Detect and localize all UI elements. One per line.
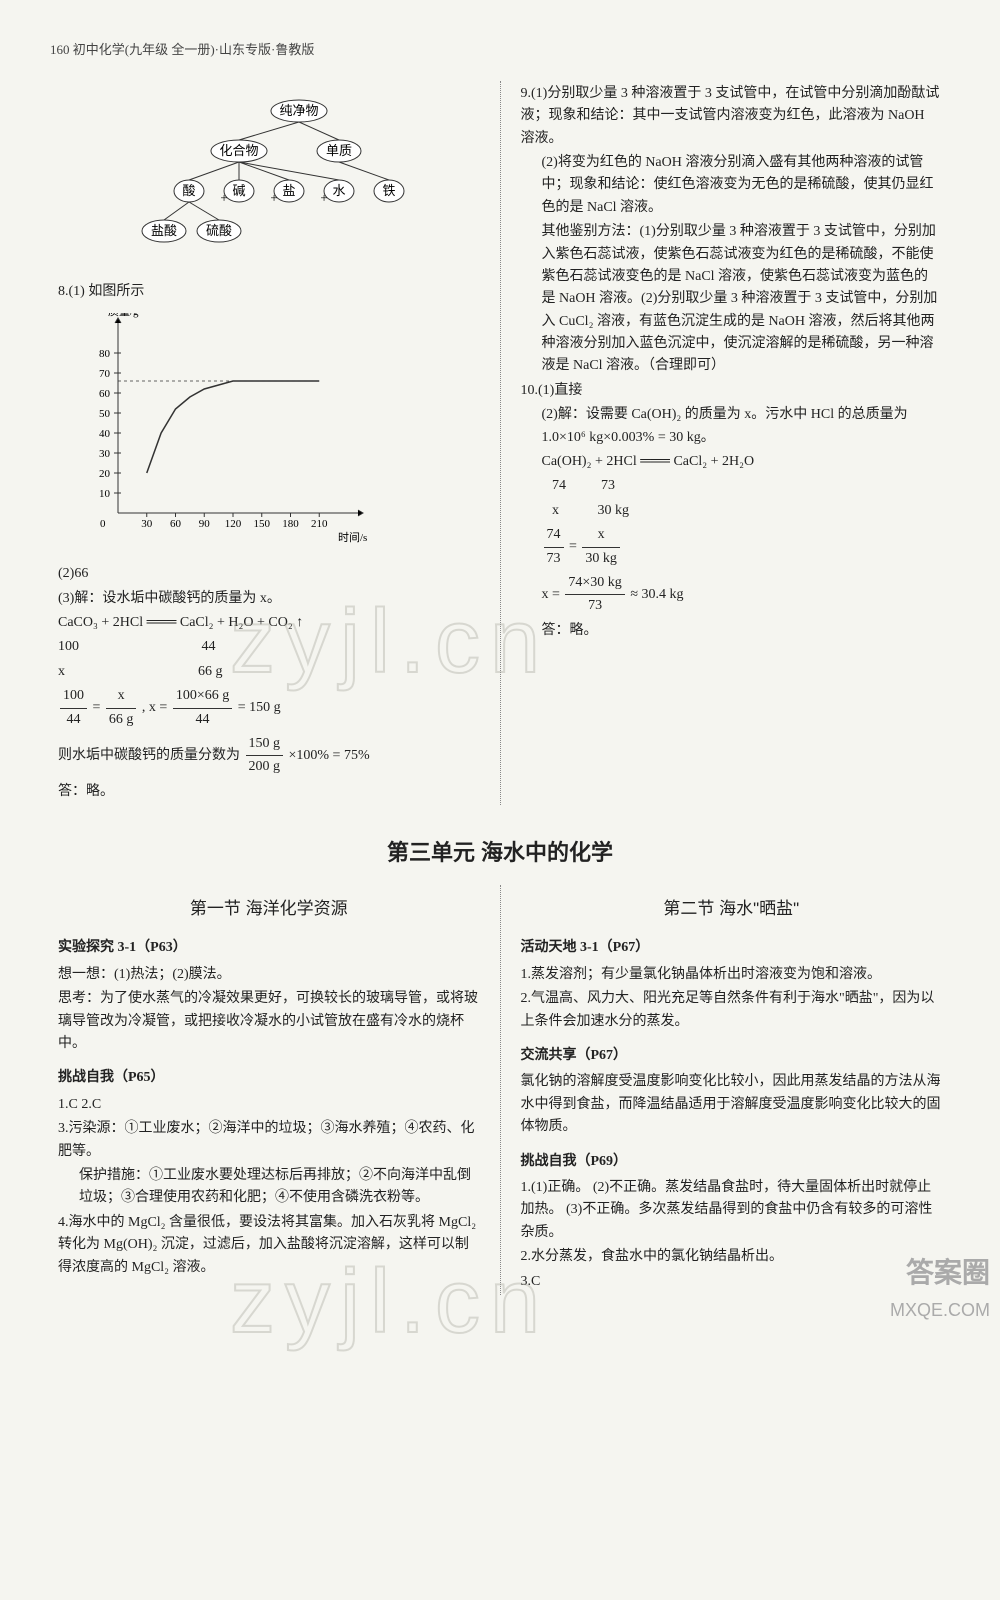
q8-fracline: 10044 = x66 g , x = 100×66 g44 = 150 g bbox=[58, 685, 480, 731]
svg-text:10: 10 bbox=[99, 488, 111, 500]
q8-answer: 答：略。 bbox=[58, 781, 480, 803]
top-right-col: 9.(1)分别取少量 3 种溶液置于 3 支试管中，在试管中分别滴加酚酞试液；现… bbox=[513, 81, 951, 805]
sec2-h2: 交流共享（P67） bbox=[521, 1045, 943, 1067]
x-label: x = bbox=[542, 587, 564, 602]
frac-x-30: x30 kg bbox=[582, 524, 620, 570]
sec2-p5: 2.水分蒸发，食盐水中的氯化钠结晶析出。 bbox=[521, 1246, 943, 1268]
frac-res: 100×66 g44 bbox=[173, 685, 232, 731]
column-divider-bottom bbox=[500, 885, 501, 1295]
q10-frac2: x = 74×30 kg73 ≈ 30.4 kg bbox=[521, 572, 943, 618]
frac-x-66: x66 g bbox=[106, 685, 137, 731]
svg-text:纯净物: 纯净物 bbox=[279, 103, 318, 118]
percent-pre: 则水垢中碳酸钙的质量分数为 bbox=[58, 748, 240, 763]
svg-text:硫酸: 硫酸 bbox=[206, 223, 232, 238]
q8-row1: 100 44 bbox=[58, 636, 480, 658]
section-1-title: 第一节 海洋化学资源 bbox=[58, 895, 480, 922]
q10-r1: 74 73 bbox=[521, 475, 943, 497]
comma-x: , x = bbox=[142, 700, 171, 715]
svg-text:150: 150 bbox=[254, 518, 271, 530]
svg-text:30: 30 bbox=[141, 518, 153, 530]
q8-percent: 则水垢中碳酸钙的质量分数为 150 g200 g ×100% = 75% bbox=[58, 733, 480, 779]
sec1-h1: 实验探究 3-1（P63） bbox=[58, 937, 480, 959]
svg-text:60: 60 bbox=[99, 388, 111, 400]
unit-title: 第三单元 海水中的化学 bbox=[50, 835, 950, 870]
svg-text:碱: 碱 bbox=[232, 183, 245, 198]
bottom-right-col: 第二节 海水"晒盐" 活动天地 3-1（P67） 1.蒸发溶剂；有少量氯化钠晶体… bbox=[513, 885, 951, 1295]
sec1-p6: 4.海水中的 MgCl₂ 含量很低，要设法将其富集。加入石灰乳将 MgCl₂ 转… bbox=[58, 1212, 480, 1279]
sec2-p3: 氯化钠的溶解度受温度影响变化比较小，因此用蒸发结晶的方法从海水中得到食盐，而降温… bbox=[521, 1071, 943, 1138]
svg-text:180: 180 bbox=[282, 518, 299, 530]
svg-text:盐酸: 盐酸 bbox=[151, 223, 177, 238]
svg-text:质量/g: 质量/g bbox=[108, 313, 139, 318]
sec2-p6: 3.C bbox=[521, 1271, 943, 1293]
eq-sign-r: = bbox=[569, 539, 580, 554]
svg-text:120: 120 bbox=[225, 518, 242, 530]
res-30-4: ≈ 30.4 kg bbox=[630, 587, 683, 602]
logo-line1: 答案圈 bbox=[890, 1251, 990, 1296]
svg-text:210: 210 bbox=[311, 518, 328, 530]
q10-1: 10.(1)直接 bbox=[521, 380, 943, 402]
frac-74-73: 7473 bbox=[544, 524, 564, 570]
svg-text:20: 20 bbox=[99, 468, 111, 480]
sec1-p5: 保护措施：①工业废水要处理达标后再排放；②不向海洋中乱倒垃圾；③合理使用农药和化… bbox=[58, 1165, 480, 1210]
svg-text:水: 水 bbox=[332, 183, 345, 198]
svg-text:90: 90 bbox=[199, 518, 211, 530]
frac-74x30-73: 74×30 kg73 bbox=[565, 572, 624, 618]
q10-2: (2)解：设需要 Ca(OH)₂ 的质量为 x。污水中 HCl 的总质量为 1.… bbox=[521, 404, 943, 449]
q10-answer: 答：略。 bbox=[521, 620, 943, 642]
sec2-h3: 挑战自我（P69） bbox=[521, 1151, 943, 1173]
eq-sign: = bbox=[93, 700, 104, 715]
column-divider-top bbox=[500, 81, 501, 805]
sec2-p4: 1.(1)正确。 (2)不正确。蒸发结晶食盐时，待大量固体析出时就停止加热。 (… bbox=[521, 1177, 943, 1244]
sec1-p3: 1.C 2.C bbox=[58, 1094, 480, 1116]
svg-text:30: 30 bbox=[99, 448, 111, 460]
svg-text:50: 50 bbox=[99, 408, 111, 420]
q9-3: 其他鉴别方法：(1)分别取少量 3 种溶液置于 3 支试管中，分别加入紫色石蕊试… bbox=[521, 221, 943, 378]
svg-text:化合物: 化合物 bbox=[219, 143, 258, 158]
svg-text:酸: 酸 bbox=[182, 183, 195, 198]
sec1-h2: 挑战自我（P65） bbox=[58, 1067, 480, 1089]
svg-text:70: 70 bbox=[99, 368, 111, 380]
bottom-left-col: 第一节 海洋化学资源 实验探究 3-1（P63） 想一想：(1)热法；(2)膜法… bbox=[50, 885, 488, 1295]
q10-r2: x 30 kg bbox=[521, 500, 943, 522]
percent-post: ×100% = 75% bbox=[289, 748, 370, 763]
sec2-h1: 活动天地 3-1（P67） bbox=[521, 937, 943, 959]
top-left-col: +++纯净物化合物单质酸碱盐水铁盐酸硫酸 8.(1) 如图所示 30609012… bbox=[50, 81, 488, 805]
logo-line2: MXQE.COM bbox=[890, 1296, 990, 1325]
svg-text:0: 0 bbox=[100, 518, 106, 530]
q8-2: (2)66 bbox=[58, 563, 480, 585]
svg-text:盐: 盐 bbox=[282, 183, 295, 198]
sec1-p1: 想一想：(1)热法；(2)膜法。 bbox=[58, 964, 480, 986]
svg-text:时间/s: 时间/s bbox=[338, 531, 367, 543]
q8-3-intro: (3)解：设水垢中碳酸钙的质量为 x。 bbox=[58, 588, 480, 610]
svg-text:40: 40 bbox=[99, 428, 111, 440]
frac-150-200: 150 g200 g bbox=[246, 733, 284, 779]
q8-eq: CaCO₃ + 2HCl ═══ CaCl₂ + H₂O + CO₂ ↑ bbox=[58, 612, 480, 634]
section-2-title: 第二节 海水"晒盐" bbox=[521, 895, 943, 922]
frac-100-44: 10044 bbox=[60, 685, 87, 731]
q8-1-label: 8.(1) 如图所示 bbox=[58, 281, 480, 303]
q9-2: (2)将变为红色的 NaOH 溶液分别滴入盛有其他两种溶液的试管中；现象和结论：… bbox=[521, 152, 943, 219]
sec2-p2: 2.气温高、风力大、阳光充足等自然条件有利于海水"晒盐"，因为以上条件会加速水分… bbox=[521, 988, 943, 1033]
sec1-p2: 思考：为了使水蒸气的冷凝效果更好，可换较长的玻璃导管，或将玻璃导管改为冷凝管，或… bbox=[58, 988, 480, 1055]
concept-tree-diagram: +++纯净物化合物单质酸碱盐水铁盐酸硫酸 bbox=[98, 91, 480, 261]
page-header: 160 初中化学(九年级 全一册)·山东专版·鲁教版 bbox=[50, 40, 950, 61]
svg-text:单质: 单质 bbox=[326, 143, 352, 158]
q10-eq: Ca(OH)₂ + 2HCl ═══ CaCl₂ + 2H₂O bbox=[521, 451, 943, 473]
q10-frac: 7473 = x30 kg bbox=[521, 524, 943, 570]
mass-time-chart: 30 60 90 120 150 180 210 10 20 30 40 50 60 70 80 0 时间/s 质… bbox=[78, 313, 480, 543]
corner-logo: 答案圈 MXQE.COM bbox=[890, 1251, 990, 1325]
svg-text:铁: 铁 bbox=[382, 183, 395, 198]
svg-text:60: 60 bbox=[170, 518, 182, 530]
bottom-columns: 第一节 海洋化学资源 实验探究 3-1（P63） 想一想：(1)热法；(2)膜法… bbox=[50, 885, 950, 1295]
sec1-p4: 3.污染源：①工业废水；②海洋中的垃圾；③海水养殖；④农药、化肥等。 bbox=[58, 1118, 480, 1163]
q8-row2: x 66 g bbox=[58, 661, 480, 683]
svg-text:80: 80 bbox=[99, 348, 111, 360]
q9-1: 9.(1)分别取少量 3 种溶液置于 3 支试管中，在试管中分别滴加酚酞试液；现… bbox=[521, 83, 943, 150]
sec2-p1: 1.蒸发溶剂；有少量氯化钠晶体析出时溶液变为饱和溶液。 bbox=[521, 964, 943, 986]
res-150: = 150 g bbox=[238, 700, 281, 715]
top-columns: +++纯净物化合物单质酸碱盐水铁盐酸硫酸 8.(1) 如图所示 30609012… bbox=[50, 81, 950, 805]
